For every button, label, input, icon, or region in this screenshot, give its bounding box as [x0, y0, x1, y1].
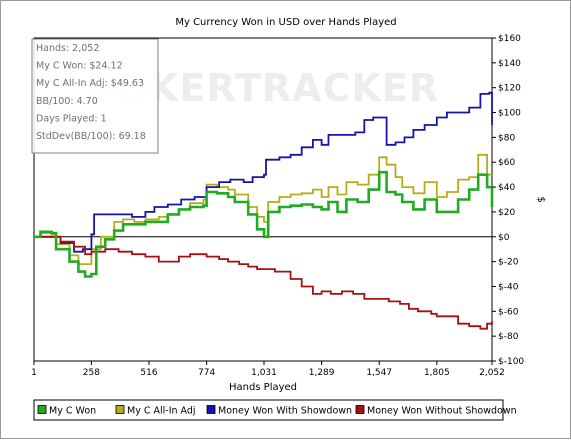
series-group: [34, 91, 494, 330]
y-tick-label: $-40: [498, 282, 519, 292]
legend-item: Money Won With Showdown: [206, 405, 352, 417]
stats-info-line: StdDev(BB/100): 69.18: [36, 131, 146, 142]
legend-swatch: [206, 405, 216, 414]
x-tick-label: 2,052: [479, 368, 505, 378]
y-axis: $160 $140 $120 $100 $80 $60 $40 $20 $0 $-20 $-40 $-…: [492, 34, 524, 367]
y-tick-label: $-100: [498, 357, 524, 367]
stats-info-line: Days Played: 1: [36, 113, 107, 124]
legend-item: My C All-In Adj: [115, 405, 196, 417]
x-tick-label: 1,289: [309, 368, 335, 378]
y-tick-label: $0: [498, 233, 510, 243]
y-tick-label: $160: [498, 34, 521, 44]
y-tick-label: $140: [498, 59, 521, 69]
legend-swatch: [37, 405, 47, 414]
stats-info-line: My C Won: $24.12: [36, 61, 123, 72]
legend-label: My C Won: [49, 406, 96, 417]
y-tick-label: $-20: [498, 258, 519, 268]
y-tick-label: $120: [498, 84, 521, 94]
stats-info-box: Hands: 2,052 My C Won: $24.12 My C All-In …: [31, 38, 159, 154]
y-tick-label: $60: [498, 158, 515, 168]
x-tick-label: 1,031: [251, 368, 277, 378]
legend-swatch: [355, 405, 365, 414]
y-tick-label: $100: [498, 109, 521, 119]
y-tick-label: $-60: [498, 307, 519, 317]
stats-info-box-frame: [31, 38, 159, 154]
legend: My C Won My C All-In Adj Money Won With Sh…: [33, 399, 517, 421]
y-tick-label: $20: [498, 208, 515, 218]
y-tick-label: $80: [498, 133, 515, 143]
stats-info-line: My C All-In Adj: $49.63: [36, 78, 144, 89]
legend-item: Money Won Without Showdown: [355, 405, 517, 417]
legend-label: Money Won With Showdown: [218, 406, 352, 417]
x-tick-label: 258: [83, 368, 100, 378]
series-line-money-won-with-showdown: [34, 91, 493, 253]
stats-info-line: BB/100: 4.70: [36, 96, 98, 107]
legend-swatch: [115, 405, 125, 414]
legend-item: My C Won: [37, 405, 96, 417]
legend-frame: [33, 399, 504, 421]
x-axis-label: Hands Played: [229, 382, 297, 393]
x-tick-label: 1,805: [424, 368, 450, 378]
series-line-money-won-without-showdown: [34, 235, 493, 330]
series-line-my-c-won: [34, 170, 494, 278]
y-axis-label: $: [535, 196, 546, 202]
x-tick-label: 774: [198, 368, 215, 378]
legend-label: Money Won Without Showdown: [367, 406, 517, 417]
stats-info-line: Hands: 2,052: [36, 43, 99, 54]
x-axis: 1 258 516 774 1,031 1,289 1,547 1,805 2,052: [31, 361, 505, 378]
y-tick-label: $40: [498, 183, 515, 193]
x-tick-label: 516: [140, 368, 157, 378]
y-tick-label: $-80: [498, 332, 519, 342]
x-tick-label: 1: [31, 368, 37, 378]
chart-title: My Currency Won in USD over Hands Played: [175, 17, 396, 28]
legend-label: My C All-In Adj: [127, 406, 196, 417]
x-tick-label: 1,547: [366, 368, 392, 378]
